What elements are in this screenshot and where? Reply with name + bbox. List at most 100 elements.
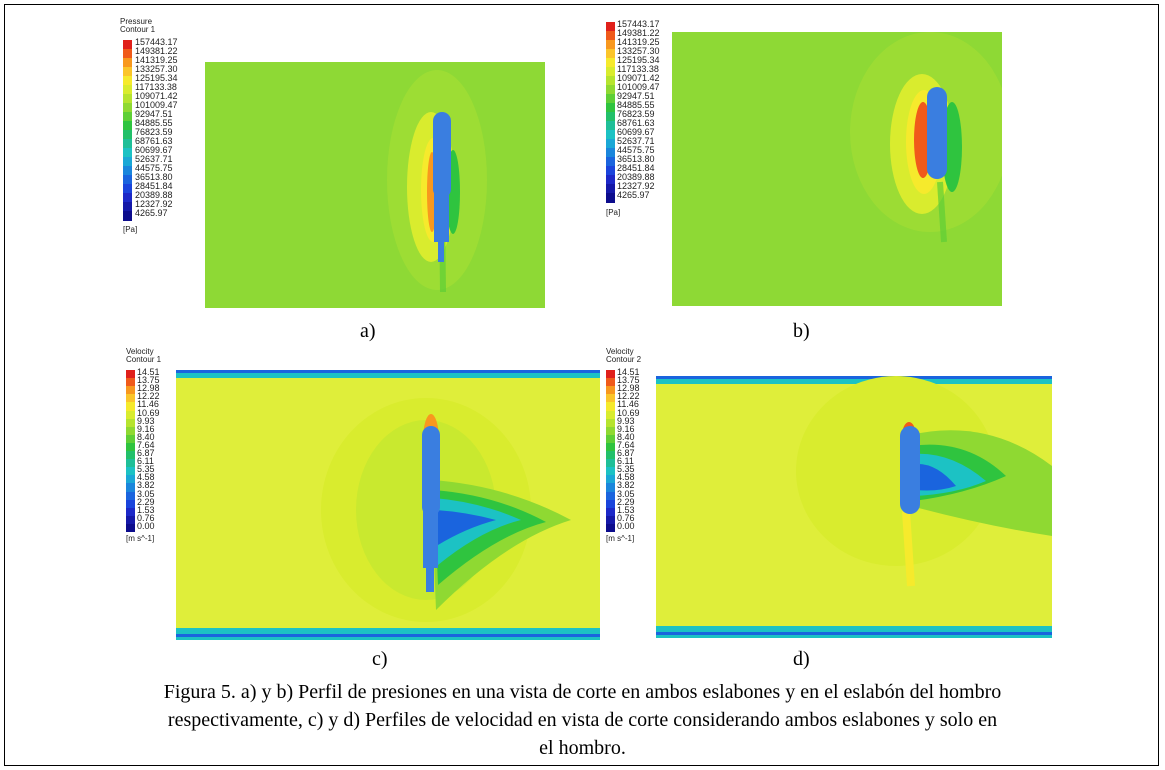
- legend-title-c: Velocity Contour 1: [126, 347, 162, 364]
- legend-colorbar-c: [126, 370, 135, 533]
- legend-value: 12.98: [617, 383, 640, 394]
- legend-value: 12.98: [137, 383, 160, 394]
- legend-swatch: [606, 166, 615, 176]
- legend-swatch: [126, 515, 135, 525]
- legend-colorbar-a: [123, 40, 132, 221]
- legend-swatch: [123, 130, 132, 140]
- legend-swatch: [123, 211, 132, 221]
- legend-value: 10.69: [617, 407, 640, 418]
- legend-value: 6.87: [617, 448, 635, 458]
- legend-swatch: [606, 523, 615, 533]
- figure-frame: [4, 4, 1159, 766]
- legend-value: 3.05: [137, 488, 155, 499]
- legend-value: 2.29: [617, 496, 635, 507]
- legend-value: 109071.42: [617, 73, 660, 83]
- legend-value: 149381.22: [617, 28, 660, 38]
- legend-swatch: [606, 121, 615, 131]
- panel-label-a: a): [360, 320, 376, 342]
- legend-swatch: [606, 442, 615, 452]
- legend-value: 12327.92: [135, 199, 173, 209]
- legend-swatch: [606, 148, 615, 158]
- legend-swatch: [606, 157, 615, 167]
- legend-value: 68761.63: [617, 118, 655, 128]
- legend-value: 13.75: [137, 375, 160, 386]
- legend-value: 68761.63: [135, 136, 173, 146]
- legend-swatch: [123, 166, 132, 176]
- legend-swatch: [126, 426, 135, 436]
- legend-value: 1.53: [617, 504, 635, 515]
- legend-value: 4265.97: [135, 208, 168, 218]
- legend-swatch: [606, 130, 615, 140]
- legend-swatch: [126, 370, 135, 379]
- legend-value: 117133.38: [617, 64, 659, 74]
- legend-value: 3.82: [137, 480, 155, 491]
- legend-value: 0.00: [617, 520, 635, 531]
- legend-swatch: [126, 442, 135, 452]
- legend-value: 7.64: [137, 439, 155, 450]
- caption-line-3: el hombro.: [539, 737, 626, 759]
- legend-swatch: [606, 76, 615, 86]
- legend-swatch: [126, 378, 135, 387]
- legend-swatch: [126, 386, 135, 395]
- legend-swatch: [606, 507, 615, 517]
- legend-swatch: [123, 148, 132, 158]
- legend-swatch: [126, 418, 135, 428]
- legend-value: 20389.88: [617, 172, 655, 182]
- legend-swatch: [606, 31, 615, 41]
- legend-value: 4.58: [137, 472, 155, 483]
- legend-value: 12.22: [137, 391, 160, 402]
- legend-unit-a: [Pa]: [123, 225, 138, 234]
- legend-value: 125195.34: [135, 73, 178, 83]
- legend-title-a: Pressure Contour 1: [120, 17, 156, 34]
- legend-value: 5.35: [617, 464, 635, 475]
- contour-plot-d: [656, 376, 1052, 638]
- legend-value: 3.82: [617, 480, 635, 491]
- legend-swatch: [123, 184, 132, 194]
- legend-value: 10.69: [137, 407, 160, 418]
- legend-value: 3.05: [617, 488, 635, 499]
- legend-value: 36513.80: [135, 172, 173, 182]
- legend-value: 4.58: [617, 472, 635, 483]
- legend-value: 76823.59: [135, 127, 173, 137]
- caption-line-1: Figura 5. a) y b) Perfil de presiones en…: [163, 681, 1002, 703]
- legend-unit-b: [Pa]: [606, 208, 621, 217]
- legend-swatch: [123, 139, 132, 149]
- legend-swatch: [126, 475, 135, 484]
- legend-value: 0.00: [137, 520, 155, 531]
- legend-value: 0.76: [137, 512, 155, 523]
- contour-plot-a: [205, 62, 545, 308]
- legend-swatch: [606, 85, 615, 95]
- legend-value: 125195.34: [617, 55, 660, 65]
- legend-swatch: [606, 184, 615, 194]
- legend-title-d: Velocity Contour 2: [606, 347, 642, 364]
- legend-value: 84885.55: [617, 100, 655, 110]
- legend-value: 60699.67: [617, 127, 655, 137]
- legend-value: 12327.92: [617, 181, 655, 191]
- legend-value: 9.16: [137, 423, 155, 434]
- legend-swatch: [123, 157, 132, 167]
- legend-value: 8.40: [137, 431, 155, 442]
- legend-value: 92947.51: [135, 109, 173, 119]
- legend-swatch: [606, 193, 615, 203]
- legend-value: 11.46: [617, 399, 639, 410]
- legend-swatch: [606, 112, 615, 122]
- legend-swatch: [606, 491, 615, 501]
- legend-value: 9.93: [137, 415, 155, 426]
- legend-value: 109071.42: [135, 91, 178, 101]
- legend-swatch: [123, 112, 132, 122]
- legend-swatch: [606, 103, 615, 113]
- legend-value: 11.46: [137, 399, 159, 410]
- legend-swatch: [123, 67, 132, 77]
- legend-value: 0.76: [617, 512, 635, 523]
- legend-swatch: [606, 22, 615, 32]
- legend-swatch: [126, 507, 135, 517]
- legend-swatch: [126, 410, 135, 420]
- legend-c: Velocity Contour 1 14.51 13.75 12.98 12.22 11…: [126, 347, 162, 543]
- legend-value: 36513.80: [617, 154, 655, 164]
- legend-value: 6.87: [137, 448, 155, 458]
- legend-value: 117133.38: [135, 82, 177, 92]
- legend-swatch: [606, 67, 615, 77]
- legend-swatch: [123, 49, 132, 59]
- legend-swatch: [606, 386, 615, 395]
- legend-swatch: [123, 58, 132, 68]
